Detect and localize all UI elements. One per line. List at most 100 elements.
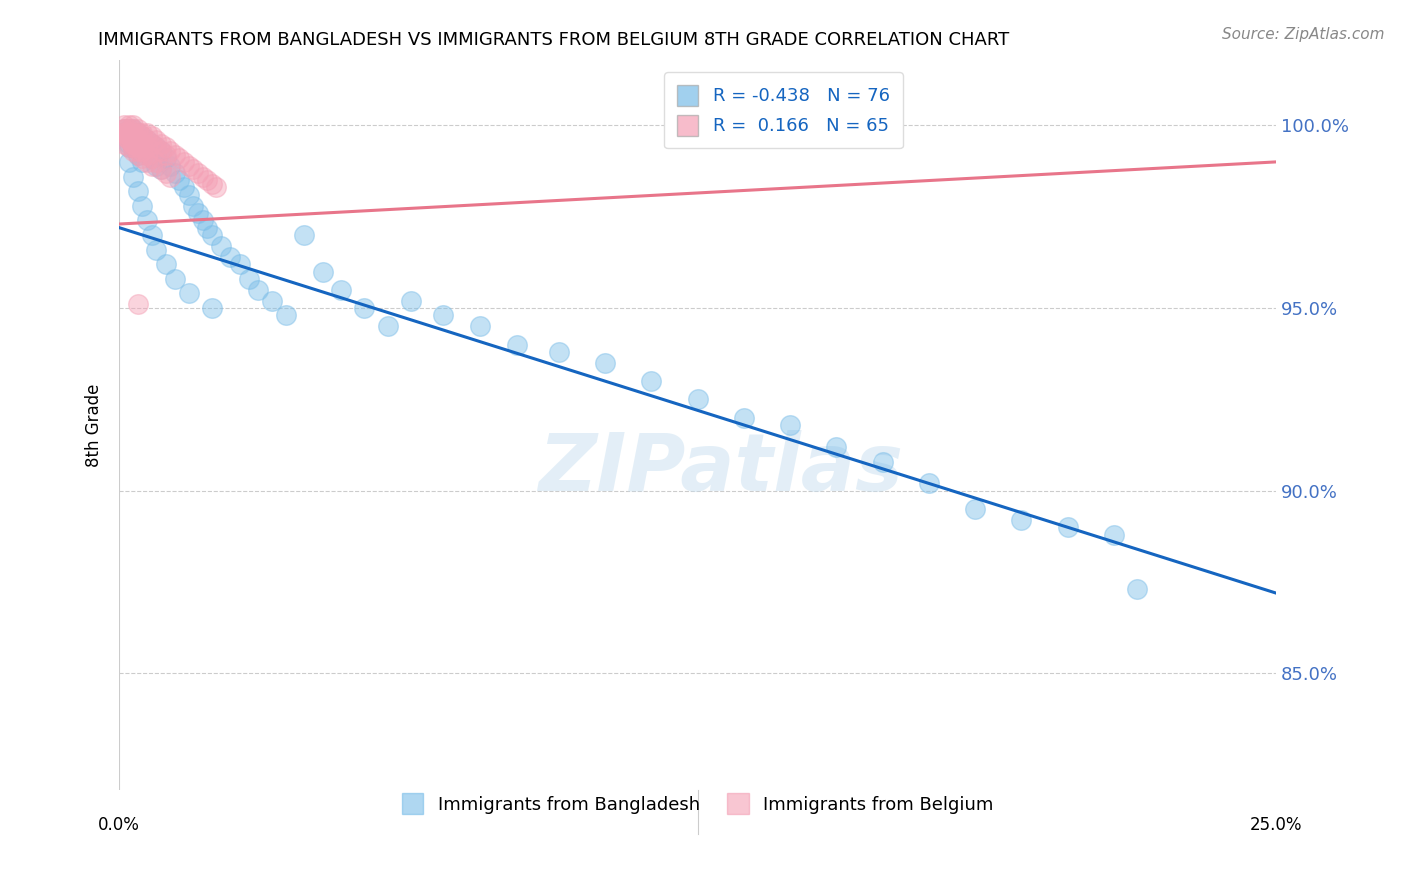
- Point: [353, 301, 375, 315]
- Point: [127, 147, 149, 161]
- Point: [117, 136, 139, 151]
- Point: [136, 140, 159, 154]
- Point: [195, 220, 218, 235]
- Point: [274, 309, 297, 323]
- Point: [122, 133, 145, 147]
- Point: [177, 187, 200, 202]
- Point: [149, 136, 172, 151]
- Point: [432, 309, 454, 323]
- Text: 0.0%: 0.0%: [98, 816, 141, 834]
- Point: [122, 122, 145, 136]
- Point: [131, 136, 153, 151]
- Point: [1126, 582, 1149, 597]
- Point: [131, 151, 153, 165]
- Point: [136, 133, 159, 147]
- Point: [122, 140, 145, 154]
- Point: [145, 140, 167, 154]
- Point: [173, 155, 195, 169]
- Point: [145, 133, 167, 147]
- Point: [117, 129, 139, 144]
- Point: [163, 166, 186, 180]
- Point: [131, 129, 153, 144]
- Point: [209, 239, 232, 253]
- Point: [127, 133, 149, 147]
- Point: [117, 122, 139, 136]
- Point: [149, 144, 172, 158]
- Point: [155, 166, 177, 180]
- Point: [377, 319, 399, 334]
- Point: [112, 126, 135, 140]
- Point: [131, 199, 153, 213]
- Point: [872, 454, 894, 468]
- Point: [141, 129, 163, 144]
- Text: 25.0%: 25.0%: [1250, 816, 1302, 834]
- Point: [117, 122, 139, 136]
- Text: IMMIGRANTS FROM BANGLADESH VS IMMIGRANTS FROM BELGIUM 8TH GRADE CORRELATION CHAR: IMMIGRANTS FROM BANGLADESH VS IMMIGRANTS…: [98, 31, 1010, 49]
- Point: [145, 140, 167, 154]
- Point: [112, 122, 135, 136]
- Point: [247, 283, 270, 297]
- Point: [136, 213, 159, 227]
- Point: [141, 159, 163, 173]
- Point: [127, 297, 149, 311]
- Point: [191, 169, 214, 184]
- Point: [228, 257, 250, 271]
- Point: [145, 159, 167, 173]
- Point: [112, 126, 135, 140]
- Point: [112, 122, 135, 136]
- Point: [733, 410, 755, 425]
- Point: [155, 151, 177, 165]
- Point: [122, 144, 145, 158]
- Point: [918, 476, 941, 491]
- Point: [136, 155, 159, 169]
- Point: [122, 136, 145, 151]
- Point: [163, 147, 186, 161]
- Point: [292, 227, 315, 242]
- Point: [177, 286, 200, 301]
- Point: [122, 169, 145, 184]
- Point: [122, 119, 145, 133]
- Point: [640, 374, 662, 388]
- Point: [122, 122, 145, 136]
- Point: [201, 301, 224, 315]
- Point: [141, 136, 163, 151]
- Point: [141, 151, 163, 165]
- Point: [131, 126, 153, 140]
- Point: [686, 392, 709, 407]
- Point: [117, 129, 139, 144]
- Point: [112, 119, 135, 133]
- Point: [470, 319, 492, 334]
- Point: [187, 206, 209, 220]
- Point: [825, 440, 848, 454]
- Point: [159, 159, 181, 173]
- Point: [205, 180, 228, 194]
- Point: [117, 129, 139, 144]
- Point: [136, 126, 159, 140]
- Point: [117, 155, 139, 169]
- Point: [1102, 527, 1125, 541]
- Point: [163, 272, 186, 286]
- Point: [117, 140, 139, 154]
- Point: [312, 264, 335, 278]
- Point: [181, 162, 204, 177]
- Point: [177, 159, 200, 173]
- Point: [127, 147, 149, 161]
- Point: [122, 136, 145, 151]
- Point: [141, 227, 163, 242]
- Point: [149, 162, 172, 177]
- Point: [201, 177, 224, 191]
- Point: [112, 122, 135, 136]
- Point: [159, 169, 181, 184]
- Point: [238, 272, 260, 286]
- Point: [112, 136, 135, 151]
- Point: [181, 199, 204, 213]
- Point: [1011, 513, 1033, 527]
- Text: ZIPatlas: ZIPatlas: [538, 430, 903, 508]
- Point: [117, 133, 139, 147]
- Point: [173, 180, 195, 194]
- Point: [219, 250, 242, 264]
- Point: [136, 144, 159, 158]
- Point: [127, 140, 149, 154]
- Point: [965, 502, 987, 516]
- Point: [127, 122, 149, 136]
